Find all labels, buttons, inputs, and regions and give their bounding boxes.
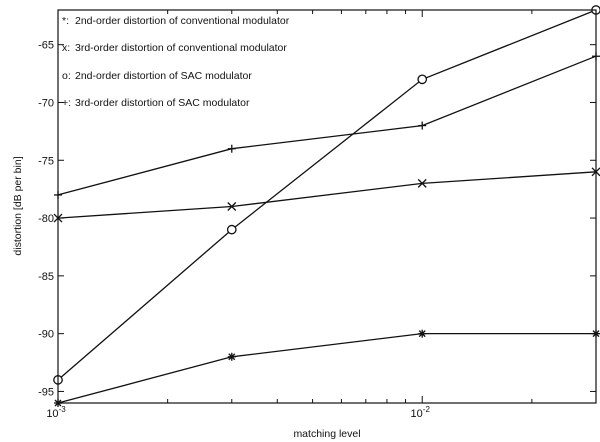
- data-point-x-stroke: [227, 202, 237, 211]
- series-line-plus: [57, 55, 597, 196]
- plot-frame: [57, 9, 597, 404]
- data-point-circle-stroke: [226, 224, 237, 235]
- y-tick-label: -95: [38, 386, 54, 398]
- data-point-circle: [226, 224, 237, 235]
- plot-area: [58, 10, 596, 403]
- data-point-circle-stroke: [417, 74, 428, 85]
- y-axis-label: distortion [dB per bin]: [12, 156, 24, 255]
- legend-marker: x:: [62, 42, 70, 54]
- data-point-asterisk: [227, 352, 236, 361]
- y-tick-label: -90: [38, 329, 54, 341]
- data-point-x: [227, 202, 237, 211]
- data-point-x: [417, 178, 427, 188]
- y-tick-label: -65: [38, 40, 54, 52]
- legend-marker: o:: [62, 70, 71, 82]
- x-tick-label: 10-3: [46, 405, 66, 420]
- x-tick-base: 10: [46, 408, 58, 420]
- data-point-circle: [417, 74, 428, 85]
- x-tick-exponent: -2: [423, 405, 431, 414]
- data-point-asterisk-stroke: [418, 330, 426, 338]
- legend-marker: *:: [62, 15, 69, 27]
- x-tick-exponent: -3: [59, 405, 67, 414]
- y-tick-label: -85: [38, 271, 54, 283]
- data-point-x-stroke: [417, 178, 427, 188]
- series-line-asterisk: [57, 332, 596, 404]
- x-tick-base: 10: [411, 408, 423, 420]
- series-layer: [53, 5, 600, 407]
- y-tick-label: -80: [38, 213, 54, 225]
- legend-entry: 2nd-order distortion of SAC modulator: [75, 70, 252, 82]
- y-tick-label: -75: [38, 155, 54, 167]
- data-point-asterisk: [418, 329, 427, 338]
- x-axis-label: matching level: [293, 428, 360, 440]
- legend: *: 2nd-order distortion of conventional m…: [62, 15, 290, 109]
- data-point-asterisk-stroke: [228, 353, 236, 361]
- legend-entry: 3rd-order distortion of conventional mod…: [75, 42, 287, 54]
- data-point-plus: [227, 144, 236, 153]
- data-point-plus: [418, 121, 427, 130]
- legend-marker: +:: [62, 97, 71, 109]
- series-line-circle: [57, 9, 597, 381]
- legend-entry: 2nd-order distortion of conventional mod…: [75, 15, 290, 27]
- series-line-x: [57, 171, 597, 219]
- x-tick-label: 10-2: [411, 405, 431, 420]
- y-tick-label: -70: [38, 97, 54, 109]
- legend-entry: 3rd-order distortion of SAC modulator: [75, 97, 250, 109]
